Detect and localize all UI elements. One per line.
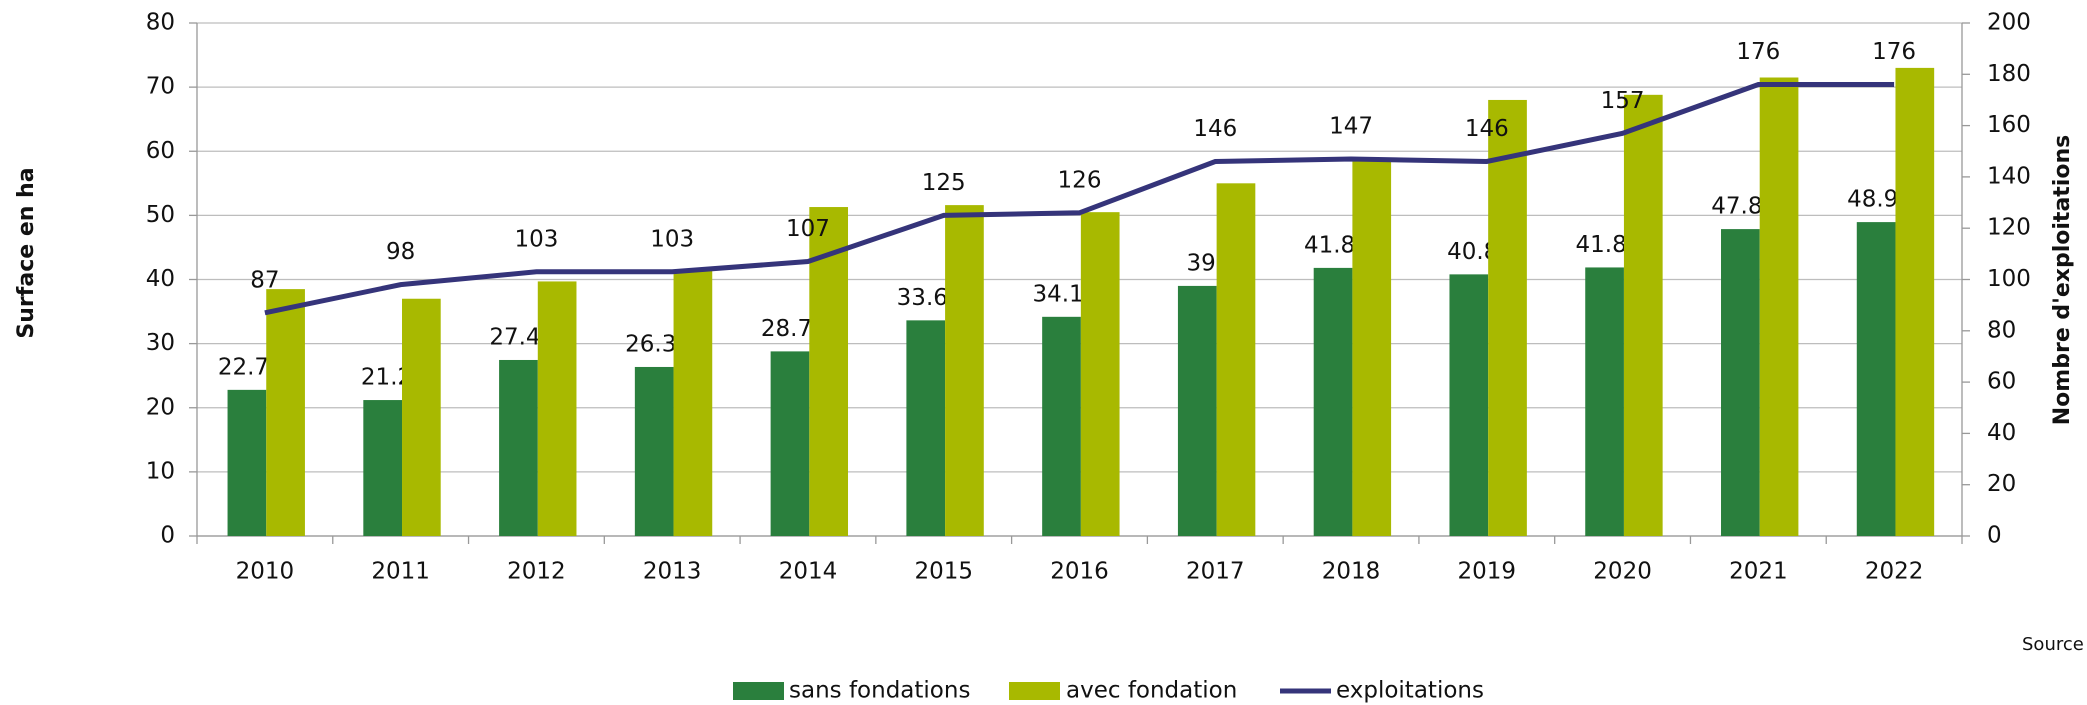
bar <box>1216 183 1256 536</box>
bar <box>1623 94 1663 536</box>
line-label: 176 <box>1736 39 1780 65</box>
bar <box>1488 99 1527 536</box>
line-label: 107 <box>786 216 830 242</box>
bar <box>634 366 674 536</box>
y2-axis-title: Nombre d'exploitations <box>2050 135 2075 425</box>
legend-label: exploitations <box>1336 678 1484 704</box>
bar <box>809 207 849 536</box>
x-tick-label: 2010 <box>236 559 295 585</box>
legend-swatch <box>733 682 784 700</box>
x-tick-label: 2012 <box>507 559 566 585</box>
y2-tick-label: 120 <box>1987 215 2031 241</box>
bar <box>1721 229 1760 536</box>
line-label: 146 <box>1465 116 1509 142</box>
x-tick-label: 2022 <box>1865 559 1924 585</box>
x-tick-label: 2014 <box>779 559 838 585</box>
bar <box>402 298 441 536</box>
line-label: 146 <box>1193 116 1237 142</box>
bar <box>906 320 946 536</box>
source-note: Source <box>2022 634 2084 655</box>
x-tick-label: 2017 <box>1186 559 1245 585</box>
y-tick-label: 70 <box>146 74 175 100</box>
bar <box>1585 267 1624 536</box>
line-label: 157 <box>1601 88 1645 114</box>
y2-tick-label: 140 <box>1987 163 2031 189</box>
bar <box>673 269 713 536</box>
line-label: 176 <box>1872 39 1916 65</box>
y2-tick-label: 180 <box>1987 61 2031 87</box>
x-tick-label: 2019 <box>1458 559 1517 585</box>
x-tick-label: 2018 <box>1322 559 1381 585</box>
bar <box>1352 157 1392 536</box>
y-tick-label: 0 <box>160 523 175 549</box>
y2-tick-label: 60 <box>1987 369 2016 395</box>
y2-tick-label: 40 <box>1987 420 2016 446</box>
bar <box>227 389 267 536</box>
y-tick-label: 80 <box>146 10 175 36</box>
line-label: 87 <box>250 267 279 293</box>
y-tick-label: 20 <box>146 394 175 420</box>
bar <box>499 359 538 536</box>
x-tick-label: 2016 <box>1050 559 1109 585</box>
y-tick-label: 40 <box>146 266 175 292</box>
y2-tick-label: 80 <box>1987 317 2016 343</box>
bar <box>1177 285 1217 536</box>
bar <box>537 281 577 536</box>
line-label: 103 <box>650 226 694 252</box>
bar <box>1042 316 1081 536</box>
line-label: 98 <box>386 239 415 265</box>
legend-swatch <box>1009 682 1060 700</box>
legend-label: sans fondations <box>789 678 970 704</box>
y2-tick-label: 200 <box>1987 10 2031 36</box>
y-tick-label: 60 <box>146 138 175 164</box>
bar <box>1449 274 1489 536</box>
bar <box>1080 212 1120 536</box>
bar <box>1313 267 1353 536</box>
bar <box>945 205 984 537</box>
y2-tick-label: 20 <box>1987 471 2016 497</box>
x-tick-label: 2011 <box>371 559 430 585</box>
x-tick-label: 2013 <box>643 559 702 585</box>
bar <box>363 400 403 536</box>
y2-tick-label: 100 <box>1987 266 2031 292</box>
line-label: 103 <box>514 226 558 252</box>
y2-tick-label: 0 <box>1987 523 2002 549</box>
x-tick-label: 2015 <box>914 559 973 585</box>
line-series <box>264 82 1895 316</box>
y-tick-label: 30 <box>146 330 175 356</box>
line-label: 126 <box>1058 167 1102 193</box>
y-tick-label: 10 <box>146 458 175 484</box>
line-label: 147 <box>1329 113 1373 139</box>
y-tick-label: 50 <box>146 202 175 228</box>
bar <box>1895 67 1935 536</box>
x-tick-label: 2020 <box>1593 559 1652 585</box>
bar <box>266 289 305 536</box>
bar <box>1856 222 1896 536</box>
legend-label: avec fondation <box>1066 678 1237 704</box>
y2-tick-label: 160 <box>1987 112 2031 138</box>
line-label: 125 <box>922 170 966 196</box>
bar <box>1759 77 1799 536</box>
x-tick-label: 2021 <box>1729 559 1788 585</box>
y-axis-title: Surface en ha <box>14 167 39 338</box>
bar-label: 39 <box>1187 250 1216 276</box>
bar <box>770 351 810 536</box>
